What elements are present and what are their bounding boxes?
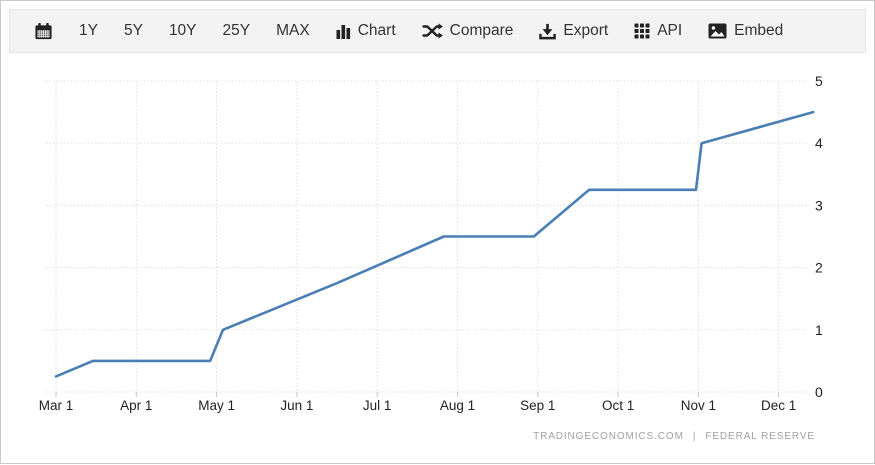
chart-type-button[interactable]: Chart — [336, 19, 396, 43]
download-icon — [539, 23, 557, 40]
x-axis-tick-label: Nov 1 — [681, 398, 716, 413]
range-button-25y[interactable]: 25Y — [223, 19, 251, 43]
x-axis-tick-label: Aug 1 — [440, 398, 475, 413]
image-icon — [708, 23, 727, 39]
range-button-10y[interactable]: 10Y — [169, 19, 197, 43]
x-axis-tick-label: Dec 1 — [761, 398, 796, 413]
embed-button[interactable]: Embed — [708, 19, 783, 43]
chart-source-credit: TRADINGECONOMICS.COM | FEDERAL RESERVE — [533, 431, 815, 442]
rate-series-line — [54, 110, 815, 378]
x-axis-tick-label: Jul 1 — [363, 398, 392, 413]
calendar-button[interactable] — [34, 18, 53, 45]
range-label: 25Y — [222, 22, 251, 40]
x-axis-tick-label: Oct 1 — [602, 398, 634, 413]
y-axis-tick-label: 0 — [815, 384, 823, 400]
range-button-max[interactable]: MAX — [276, 19, 310, 43]
source-federal-reserve: FEDERAL RESERVE — [705, 431, 815, 442]
action-label: Embed — [734, 22, 784, 40]
source-separator: | — [692, 431, 697, 442]
bar-chart-icon — [336, 23, 351, 39]
range-label: 10Y — [168, 22, 197, 40]
action-label: Export — [563, 22, 609, 40]
range-button-1y[interactable]: 1Y — [79, 19, 98, 43]
x-axis-tick-label: May 1 — [198, 398, 235, 413]
x-axis-tick-label: Apr 1 — [120, 398, 152, 413]
grid-icon — [634, 23, 650, 39]
action-label: Compare — [449, 22, 514, 40]
action-label: Chart — [357, 22, 396, 40]
source-tradingeconomics: TRADINGECONOMICS.COM — [533, 431, 684, 442]
y-axis-tick-label: 5 — [815, 73, 823, 89]
range-label: MAX — [276, 22, 310, 40]
range-label: 5Y — [123, 22, 143, 40]
x-axis-tick-label: Jun 1 — [280, 398, 313, 413]
x-axis-tick-label: Sep 1 — [520, 398, 555, 413]
chart-toolbar: 1Y 5Y 10Y 25Y MAX Chart — [9, 9, 866, 53]
compare-shuffle-icon — [421, 23, 443, 39]
y-axis-tick-label: 2 — [815, 260, 823, 276]
x-axis-tick-label: Mar 1 — [39, 398, 74, 413]
api-button[interactable]: API — [634, 19, 682, 43]
y-axis-tick-label: 4 — [815, 135, 823, 151]
range-label: 1Y — [79, 22, 98, 40]
y-axis-tick-label: 1 — [815, 322, 823, 338]
compare-button[interactable]: Compare — [421, 19, 514, 43]
y-axis-tick-label: 3 — [815, 197, 823, 213]
range-button-5y[interactable]: 5Y — [124, 19, 143, 43]
action-label: API — [657, 22, 683, 40]
export-button[interactable]: Export — [539, 19, 608, 44]
calendar-icon — [34, 22, 53, 41]
